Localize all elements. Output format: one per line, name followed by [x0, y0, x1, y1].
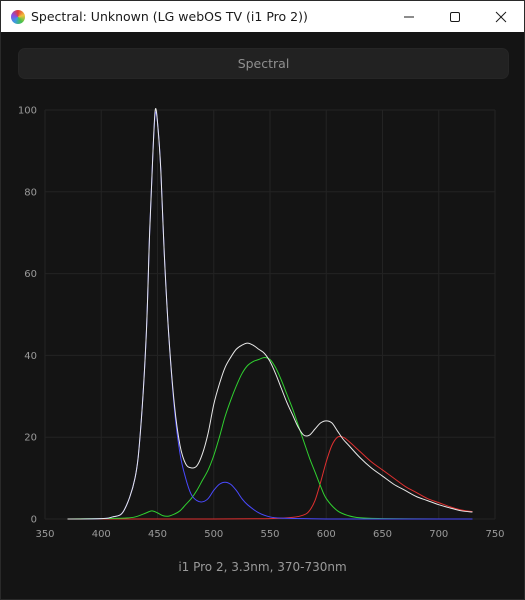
maximize-icon: [450, 11, 460, 22]
spectral-chart: 350 400 450 500 550 600 650 700 750 0 20 40 60 80 100: [18, 106, 505, 541]
y-tick-label: 60: [24, 269, 37, 280]
x-tick-label: 700: [429, 529, 448, 540]
maximize-button[interactable]: [432, 1, 478, 32]
title-bar[interactable]: Spectral: Unknown (LG webOS TV (i1 Pro 2…: [1, 1, 524, 32]
y-tick-label: 100: [18, 106, 37, 117]
minimize-button[interactable]: [386, 1, 432, 32]
spectral-app-icon: [11, 9, 25, 24]
x-tick-label: 400: [92, 529, 111, 540]
y-tick-label: 80: [24, 187, 37, 198]
red-channel-line: [67, 435, 473, 520]
chart-grid: [44, 109, 496, 520]
measured-total-line: [67, 107, 473, 520]
instrument-caption: i1 Pro 2, 3.3nm, 370-730nm: [178, 560, 347, 574]
x-tick-label: 450: [148, 529, 167, 540]
chart-ticks: 350 400 450 500 550 600 650 700 750 0 20 40 60 80 100: [18, 106, 505, 541]
chart-series: [67, 107, 473, 520]
x-tick-label: 550: [260, 529, 279, 540]
x-tick-label: 500: [204, 529, 223, 540]
x-tick-label: 650: [373, 529, 392, 540]
minimize-icon: [404, 16, 414, 17]
green-channel-line: [67, 356, 473, 520]
x-tick-label: 350: [35, 529, 54, 540]
y-tick-label: 0: [31, 515, 37, 526]
x-tick-label: 600: [317, 529, 336, 540]
spectral-mode-button[interactable]: Spectral: [18, 48, 509, 79]
y-tick-label: 20: [24, 433, 37, 444]
close-button[interactable]: [478, 1, 524, 32]
y-tick-label: 40: [24, 351, 37, 362]
window-title: Spectral: Unknown (LG webOS TV (i1 Pro 2…: [31, 9, 308, 24]
close-icon: [495, 11, 507, 22]
x-tick-label: 750: [485, 529, 504, 540]
